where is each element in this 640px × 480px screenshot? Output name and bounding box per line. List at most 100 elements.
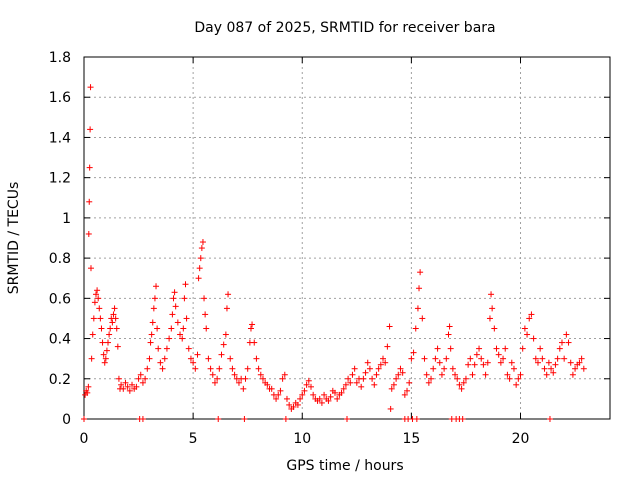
data-point [331,389,338,396]
data-point [303,381,310,388]
y-tick-label: 1.8 [49,50,71,66]
data-point [168,325,175,332]
data-point [180,325,187,332]
data-point [482,371,489,378]
data-point [223,305,230,312]
data-point [419,315,426,322]
data-point [279,375,286,382]
data-point [209,371,216,378]
data-point [384,343,391,350]
data-point [299,391,306,398]
data-point [139,379,146,386]
data-point [86,198,93,205]
data-point [163,345,170,352]
data-point [310,391,317,398]
data-point [99,339,106,346]
y-tick-label: 0.4 [49,332,71,348]
data-point [100,351,107,358]
data-point [220,341,227,348]
data-point [428,375,435,382]
data-point [112,315,119,322]
data-point [181,295,188,302]
data-point [157,359,164,366]
data-point [110,311,117,318]
data-point [251,339,258,346]
y-tick-label: 1.2 [49,171,71,187]
data-point [231,371,238,378]
data-point [572,365,579,372]
data-point [85,230,92,237]
data-point [305,377,312,384]
data-point [563,331,570,338]
data-point [179,335,186,342]
data-point [87,84,94,91]
data-point [107,325,114,332]
data-point [552,361,559,368]
data-point [375,365,382,372]
data-point [491,325,498,332]
data-point [242,375,249,382]
data-point [532,355,539,362]
data-point [283,395,290,402]
data-point [580,365,587,372]
data-point [495,351,502,358]
data-point [489,305,496,312]
data-point [159,365,166,372]
data-point [500,355,507,362]
data-point [96,305,103,312]
data-point [207,365,214,372]
data-point [550,369,557,376]
data-point [554,355,561,362]
data-point [327,393,334,400]
data-point [484,359,491,366]
data-point [362,369,369,376]
data-point [486,315,493,322]
data-point [546,416,553,422]
data-point [318,399,325,406]
data-point [144,365,151,372]
data-point [390,381,397,388]
data-point [569,371,576,378]
data-point [129,381,136,388]
data-point [146,355,153,362]
data-point [388,385,395,392]
data-point [413,416,420,422]
data-point [502,345,509,352]
data-point [380,355,387,362]
data-point [414,305,421,312]
data-point [126,387,133,394]
data-point [286,401,293,408]
data-point [111,305,118,312]
data-point [342,381,349,388]
data-point [227,355,234,362]
data-point [401,391,408,398]
data-point [106,331,113,338]
data-point [493,345,500,352]
data-point [215,416,222,422]
data-point [469,371,476,378]
y-tick-label: 0 [62,412,71,428]
data-point [325,397,332,404]
data-point [436,359,443,366]
data-point [174,319,181,326]
data-point [404,387,411,394]
data-point [203,325,210,332]
y-tick-label: 0.8 [49,251,71,267]
data-point [467,355,474,362]
data-point [277,387,284,394]
data-point [98,325,105,332]
data-point [244,365,251,372]
data-point [149,319,156,326]
data-point [447,345,454,352]
chart-title: Day 087 of 2025, SRMTID for receiver bar… [194,20,495,36]
data-point [290,403,297,410]
data-point [195,275,202,282]
data-point [81,416,87,422]
data-point [113,325,120,332]
x-axis-label: GPS time / hours [286,458,403,474]
data-point [255,365,262,372]
data-point [408,355,415,362]
data-point [386,323,393,330]
data-point [430,365,437,372]
data-point [397,365,404,372]
